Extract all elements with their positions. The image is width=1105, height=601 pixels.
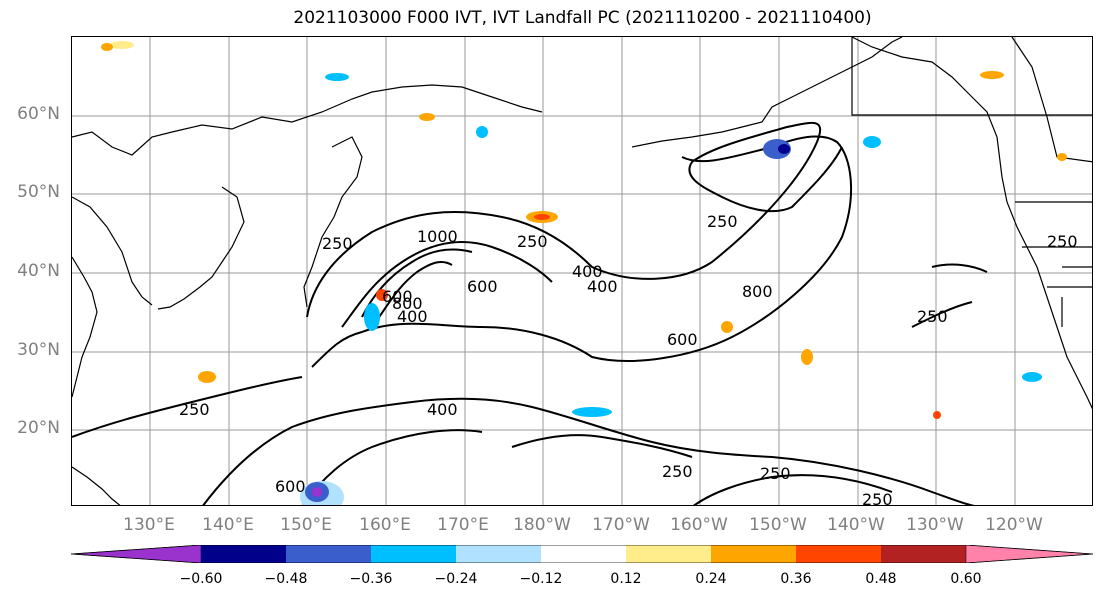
contour-label: 250 xyxy=(862,490,893,506)
contour-label: 250 xyxy=(917,307,948,326)
colorbar-segment xyxy=(711,545,796,563)
contour-labels: 250 250 250 250 250 250 250 250 250 400 … xyxy=(179,212,1078,506)
colorbar-segment xyxy=(371,545,456,563)
contour-label: 250 xyxy=(517,232,548,251)
contour-label: 800 xyxy=(392,294,423,313)
lon-label-170e: 170°E xyxy=(437,515,489,535)
lon-label-170w: 170°W xyxy=(592,515,650,535)
contour-label: 1000 xyxy=(417,227,458,246)
colorbar-tick: 0.36 xyxy=(780,571,812,587)
lon-label-160w: 160°W xyxy=(670,515,728,535)
ivt-contours xyxy=(72,121,988,505)
lat-label-50n: 50°N xyxy=(17,182,60,202)
contour-label: 400 xyxy=(572,262,603,281)
colorbar-tick: −0.48 xyxy=(264,571,308,587)
colorbar-tick: 0.48 xyxy=(865,571,897,587)
lon-label-120w: 120°W xyxy=(985,515,1043,535)
colorbar xyxy=(71,545,1093,563)
lon-label-150e: 150°E xyxy=(280,515,332,535)
contour-label: 250 xyxy=(760,464,791,483)
lat-label-40n: 40°N xyxy=(17,261,60,281)
colorbar-tick: 0.24 xyxy=(695,571,727,587)
lon-label-130e: 130°E xyxy=(123,515,175,535)
lon-label-150w: 150°W xyxy=(749,515,807,535)
lon-label-140e: 140°E xyxy=(202,515,254,535)
contour-label: 600 xyxy=(467,277,498,296)
contour-label: 250 xyxy=(322,234,353,253)
colorbar-segment xyxy=(286,545,371,563)
lon-label-130w: 130°W xyxy=(906,515,964,535)
map-panel[interactable]: 250 250 250 250 250 250 250 250 250 400 … xyxy=(71,36,1093,506)
lat-label-30n: 30°N xyxy=(17,340,60,360)
lat-label-60n: 60°N xyxy=(17,104,60,124)
coastlines xyxy=(72,37,1092,505)
colorbar-segment xyxy=(456,545,541,563)
map-canvas: 250 250 250 250 250 250 250 250 250 400 … xyxy=(72,37,1092,506)
contour-label: 250 xyxy=(179,400,210,419)
lon-label-180w: 180°W xyxy=(513,515,571,535)
contour-label: 800 xyxy=(742,282,773,301)
contour-label: 600 xyxy=(275,477,306,496)
anomaly-patches xyxy=(101,41,1067,505)
colorbar-segment xyxy=(796,545,881,563)
contour-label: 600 xyxy=(667,330,698,349)
colorbar-segment xyxy=(626,545,711,563)
colorbar-tick: 0.12 xyxy=(610,571,642,587)
colorbar-segment xyxy=(201,545,286,563)
colorbar-tick: −0.12 xyxy=(519,571,563,587)
colorbar-tick: −0.24 xyxy=(434,571,478,587)
contour-label: 250 xyxy=(1047,232,1078,251)
colorbar-tick: 0.60 xyxy=(950,571,982,587)
colorbar-segment xyxy=(965,545,1093,563)
contour-label: 400 xyxy=(587,277,618,296)
contour-label: 400 xyxy=(427,400,458,419)
contour-label: 250 xyxy=(662,462,693,481)
lon-label-140w: 140°W xyxy=(827,515,885,535)
contour-label: 400 xyxy=(397,307,428,326)
colorbar-tick: −0.36 xyxy=(349,571,393,587)
contour-label: 600 xyxy=(382,287,413,306)
lat-label-20n: 20°N xyxy=(17,418,60,438)
lon-label-160e: 160°E xyxy=(359,515,411,535)
colorbar-segment xyxy=(881,545,966,563)
map-title: 2021103000 F000 IVT, IVT Landfall PC (20… xyxy=(293,8,872,28)
colorbar-segment xyxy=(71,545,202,563)
colorbar-tick: −0.60 xyxy=(179,571,223,587)
contour-label: 250 xyxy=(707,212,738,231)
colorbar-segment xyxy=(541,545,626,563)
